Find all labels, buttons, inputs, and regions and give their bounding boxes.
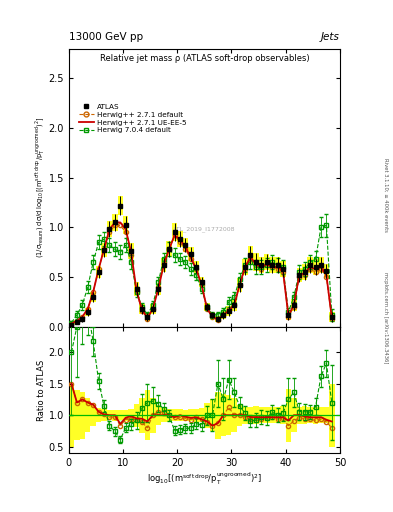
Text: mcplots.cern.ch [arXiv:1306.3436]: mcplots.cern.ch [arXiv:1306.3436] [384, 272, 388, 363]
Text: 13000 GeV pp: 13000 GeV pp [69, 32, 143, 42]
Text: ATL_2019_I1772008: ATL_2019_I1772008 [173, 226, 236, 232]
Legend: ATLAS, Herwig++ 2.7.1 default, Herwig++ 2.7.1 UE-EE-5, Herwig 7.0.4 default: ATLAS, Herwig++ 2.7.1 default, Herwig++ … [78, 102, 187, 135]
Text: Rivet 3.1.10; ≥ 400k events: Rivet 3.1.10; ≥ 400k events [384, 158, 388, 231]
Y-axis label: Ratio to ATLAS: Ratio to ATLAS [37, 359, 46, 420]
Text: Jets: Jets [321, 32, 340, 42]
X-axis label: log$_{10}$[(m$^{\mathrm{soft\,drop}}$/p$_\mathrm{T}^{\mathrm{ungroomed}}$)$^2$]: log$_{10}$[(m$^{\mathrm{soft\,drop}}$/p$… [147, 471, 262, 487]
Y-axis label: (1/σ$_{\mathrm{resum}}$) dσ/d log$_{10}$[(m$^{\mathrm{soft\,drop}}$/p$_\mathrm{T: (1/σ$_{\mathrm{resum}}$) dσ/d log$_{10}$… [33, 117, 47, 259]
Text: Relative jet mass ρ (ATLAS soft-drop observables): Relative jet mass ρ (ATLAS soft-drop obs… [99, 54, 309, 63]
